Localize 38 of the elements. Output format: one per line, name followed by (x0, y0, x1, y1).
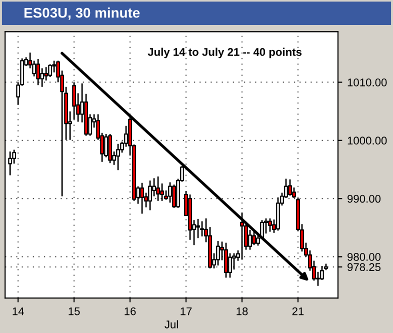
candlestick (148, 180, 152, 211)
candlestick (196, 218, 200, 239)
candlestick (252, 229, 256, 246)
x-tick-label: 17 (180, 307, 192, 316)
x-tick-label: 18 (236, 307, 248, 316)
candlestick (216, 240, 220, 266)
x-axis-title: Jul (164, 320, 178, 328)
candlestick (36, 58, 40, 86)
chart-title: ES03U, 30 minute (24, 8, 140, 20)
candlestick (140, 182, 144, 214)
candlestick (52, 60, 56, 74)
candlestick (156, 176, 160, 202)
y-tick-label: 1000.00 (348, 136, 387, 145)
annotation: July 14 to July 21 -- 40 points (148, 48, 302, 58)
candlestick (72, 82, 76, 120)
y-tick-label: 980.00 (348, 253, 381, 261)
y-tick-label: 1010.00 (348, 78, 387, 86)
y-tick-label: 978.25 (348, 263, 381, 272)
candlestick (48, 64, 52, 78)
candlestick (172, 184, 176, 209)
x-tick-label: 21 (292, 307, 304, 316)
candlestick (44, 66, 48, 82)
candlestick (228, 252, 232, 278)
candlestick (40, 68, 44, 88)
candlestick (240, 212, 244, 260)
y-tick-label: 990.00 (348, 194, 381, 203)
candlestick (248, 229, 252, 250)
candlestick (224, 242, 228, 278)
candlestick (8, 150, 12, 176)
candlestick (116, 143, 120, 171)
candlestick (288, 178, 292, 196)
x-tick-label: 15 (68, 307, 80, 316)
candlestick (168, 182, 172, 204)
x-tick-label: 16 (124, 307, 136, 316)
candlestick (104, 133, 108, 158)
x-tick-label: 14 (12, 307, 24, 316)
candlestick (268, 218, 272, 232)
candlestick (264, 218, 268, 234)
